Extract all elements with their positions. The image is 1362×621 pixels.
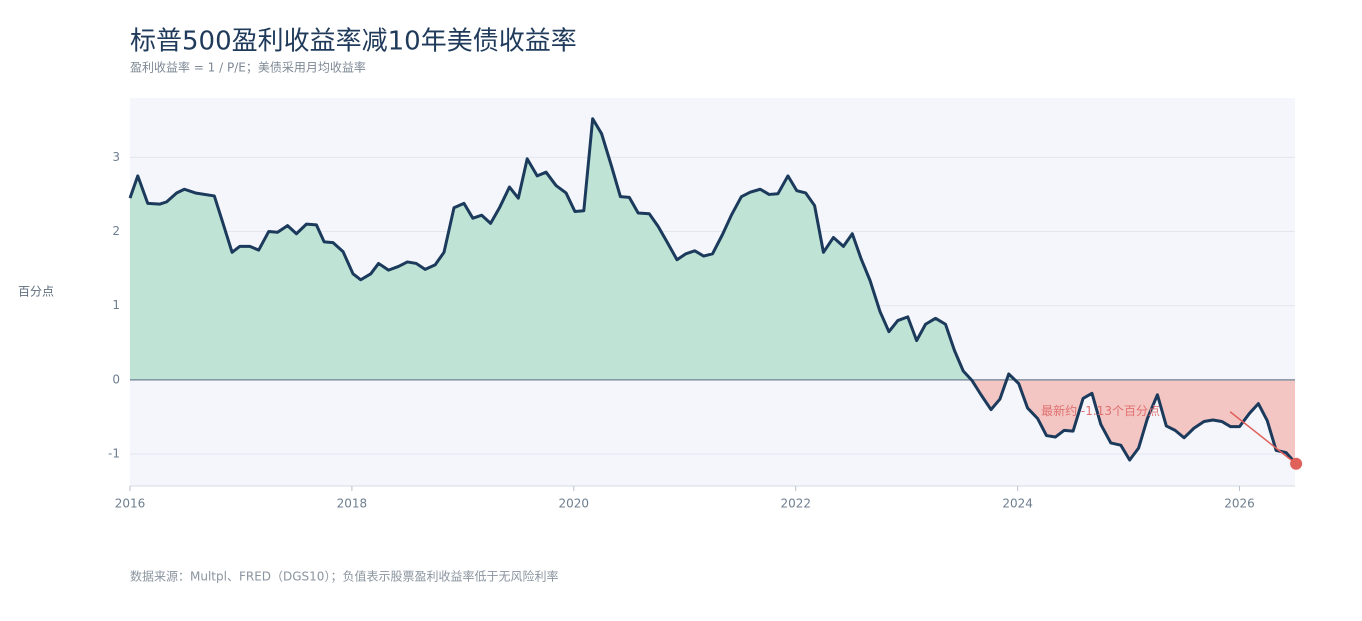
x-tick-label: 2020: [559, 497, 590, 511]
y-axis-label: 百分点: [18, 285, 54, 299]
y-tick-label: 2: [112, 224, 120, 238]
footer: 数据来源：Multpl、FRED（DGS10）；负值表示股票盈利收益率低于无风险…: [130, 569, 558, 584]
x-tick-label: 2026: [1224, 497, 1255, 511]
x-tick-label: 2022: [780, 497, 811, 511]
chart-subtitle: 盈利收益率 = 1 / P/E；美债采用月均收益率: [130, 60, 366, 75]
x-tick-label: 2024: [1002, 497, 1033, 511]
y-tick-label: 1: [112, 298, 120, 312]
y-tick-label: 3: [112, 150, 120, 164]
x-tick-label: 2018: [337, 497, 368, 511]
positive-area: [130, 118, 1295, 380]
plot: -1 0 1 2 3 2016 2018 2020 2022 2024 2026 最新约 -1.13个…: [108, 117, 1303, 511]
y-tick-label: -1: [108, 447, 120, 461]
latest-marker: [1290, 457, 1303, 470]
y-tick-label: 0: [112, 372, 120, 386]
annotation: 最新约 -1.13个百分点: [1041, 403, 1160, 418]
negative-area: [971, 379, 1295, 463]
annotation-arrow: [1229, 411, 1293, 462]
chart-title: 标普500盈利收益率减10年美债收益率: [130, 27, 577, 57]
x-tick-label: 2016: [115, 497, 146, 511]
line: [128, 117, 1298, 465]
